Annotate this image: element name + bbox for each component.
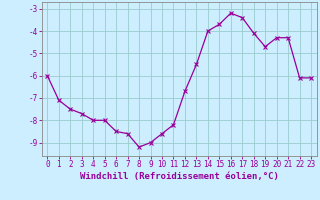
X-axis label: Windchill (Refroidissement éolien,°C): Windchill (Refroidissement éolien,°C) bbox=[80, 172, 279, 181]
